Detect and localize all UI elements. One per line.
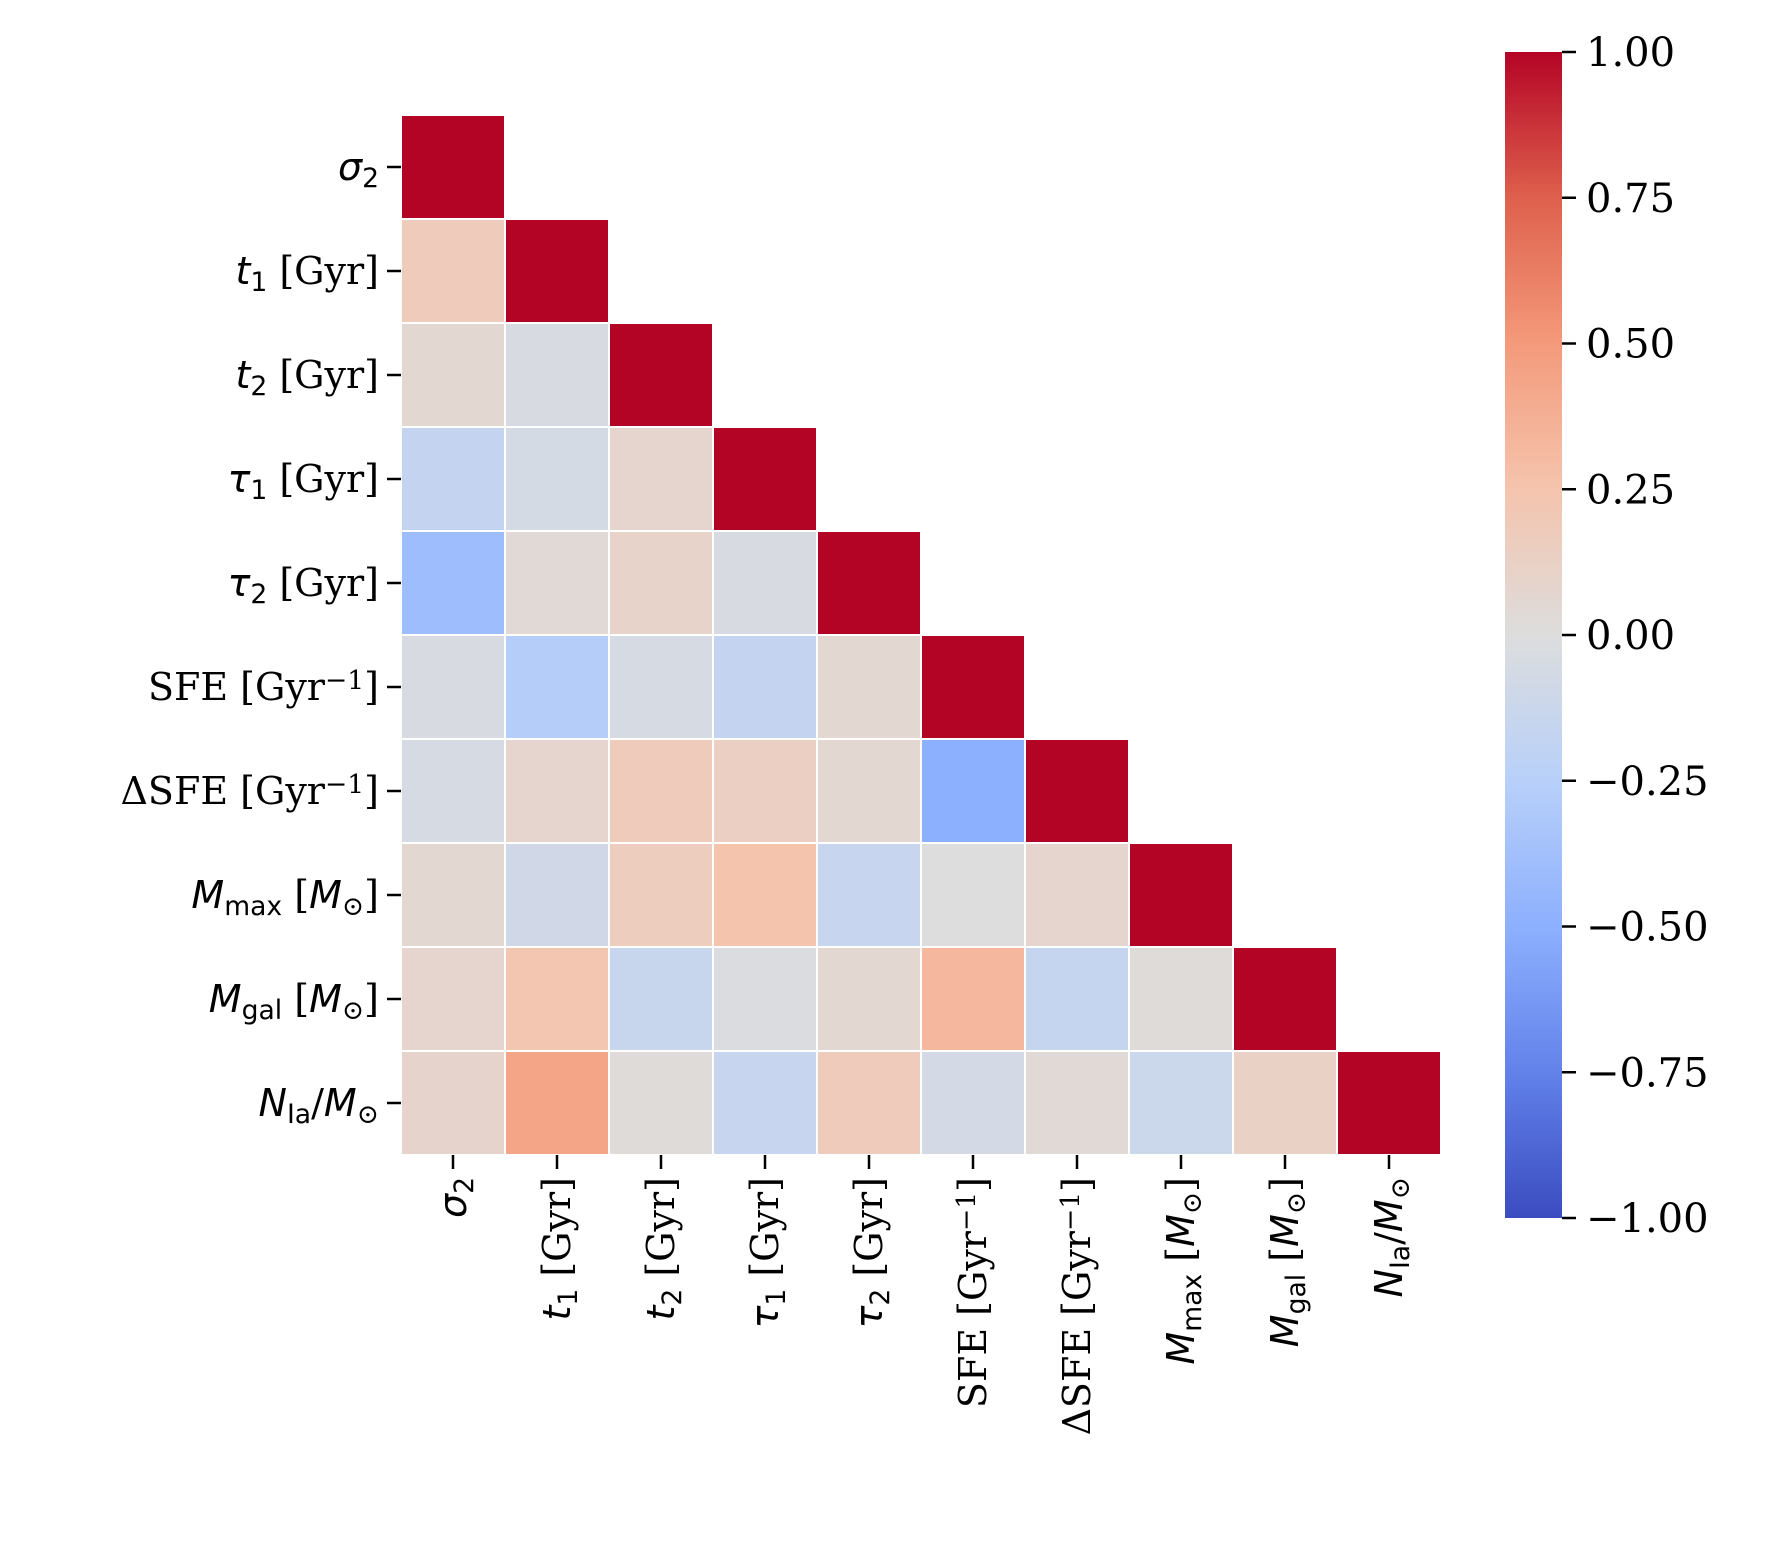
x-tick-label-0: σ2 <box>431 1177 480 1218</box>
heatmap-cell-8-1 <box>504 946 610 1052</box>
colorbar-tick-label-7: −0.75 <box>1586 1050 1709 1096</box>
heatmap-cell-7-0 <box>400 842 506 948</box>
colorbar-tick-label-3: 0.25 <box>1586 467 1675 513</box>
heatmap-cell-1-0 <box>400 218 506 324</box>
heatmap-cell-6-5 <box>920 738 1026 844</box>
heatmap-cell-7-1 <box>504 842 610 948</box>
heatmap-cell-5-0 <box>400 634 506 740</box>
heatmap-cell-2-1 <box>504 322 610 428</box>
heatmap-cell-3-2 <box>608 426 714 532</box>
x-tick-label-2: t2 [Gyr] <box>639 1177 688 1321</box>
heatmap-cell-5-4 <box>816 634 922 740</box>
x-tick-label-3: τ1 [Gyr] <box>743 1177 792 1329</box>
colorbar-tick-label-0: 1.00 <box>1586 30 1675 76</box>
heatmap-cell-9-3 <box>712 1050 818 1156</box>
y-tick-label-0: σ2 <box>338 145 379 194</box>
heatmap-cell-6-2 <box>608 738 714 844</box>
y-tick-label-2: t2 [Gyr] <box>235 353 379 402</box>
heatmap-cell-8-7 <box>1128 946 1234 1052</box>
heatmap-cell-3-3 <box>712 426 818 532</box>
y-tick-label-3: τ1 [Gyr] <box>227 457 379 506</box>
y-tick-label-4: τ2 [Gyr] <box>227 561 379 610</box>
heatmap-cell-4-4 <box>816 530 922 636</box>
heatmap-cell-3-0 <box>400 426 506 532</box>
x-tick-label-9: NIa/M⊙ <box>1367 1177 1416 1297</box>
heatmap-cell-8-8 <box>1232 946 1338 1052</box>
colorbar-tick-label-8: −1.00 <box>1586 1196 1709 1242</box>
heatmap-cell-7-2 <box>608 842 714 948</box>
heatmap-cell-5-1 <box>504 634 610 740</box>
heatmap-cell-7-6 <box>1024 842 1130 948</box>
x-tick-label-5: SFE [Gyr−1] <box>951 1177 995 1408</box>
heatmap-cell-2-0 <box>400 322 506 428</box>
heatmap-cell-6-6 <box>1024 738 1130 844</box>
heatmap-cell-9-4 <box>816 1050 922 1156</box>
heatmap-cell-0-0 <box>400 114 506 220</box>
colorbar-tick-label-5: −0.25 <box>1586 759 1709 805</box>
heatmap-cell-9-9 <box>1336 1050 1442 1156</box>
x-tick-label-1: t1 [Gyr] <box>535 1177 584 1321</box>
heatmap-cell-2-2 <box>608 322 714 428</box>
y-axis: σ2 t1 [Gyr] t2 [Gyr] τ1 [Gyr] τ2 [Gyr] SFE [G… <box>120 145 401 1130</box>
heatmap-cell-9-8 <box>1232 1050 1338 1156</box>
y-tick-label-1: t1 [Gyr] <box>235 249 379 298</box>
x-tick-label-7: Mmax [M⊙] <box>1159 1177 1208 1365</box>
y-tick-label-8: Mgal [M⊙] <box>209 977 379 1026</box>
heatmap-cell-4-0 <box>400 530 506 636</box>
colorbar: 1.00 0.75 0.50 0.25 0.00 −0.25 −0.50 −0.75 −1.00 <box>1505 30 1709 1242</box>
heatmap-cell-6-3 <box>712 738 818 844</box>
y-tick-label-9: NIa/M⊙ <box>259 1081 379 1130</box>
x-tick-label-8: Mgal [M⊙] <box>1263 1177 1312 1347</box>
heatmap-cell-6-0 <box>400 738 506 844</box>
colorbar-bar <box>1505 52 1562 1218</box>
y-tick-label-7: Mmax [M⊙] <box>191 873 379 922</box>
heatmap-cell-5-3 <box>712 634 818 740</box>
heatmap-cell-9-7 <box>1128 1050 1234 1156</box>
heatmap-cell-7-5 <box>920 842 1026 948</box>
heatmap-cell-7-4 <box>816 842 922 948</box>
heatmap-cell-9-2 <box>608 1050 714 1156</box>
colorbar-tick-label-4: 0.00 <box>1586 613 1675 659</box>
heatmap-cell-8-0 <box>400 946 506 1052</box>
heatmap-cell-3-1 <box>504 426 610 532</box>
heatmap-cell-4-3 <box>712 530 818 636</box>
heatmap-cell-8-3 <box>712 946 818 1052</box>
colorbar-tick-label-1: 0.75 <box>1586 176 1675 222</box>
heatmap-cell-5-5 <box>920 634 1026 740</box>
colorbar-tick-label-2: 0.50 <box>1586 322 1675 368</box>
heatmap-cell-7-3 <box>712 842 818 948</box>
heatmap-cell-9-6 <box>1024 1050 1130 1156</box>
heatmap-cell-1-1 <box>504 218 610 324</box>
heatmap-cell-4-2 <box>608 530 714 636</box>
x-tick-label-6: ΔSFE [Gyr−1] <box>1055 1177 1099 1436</box>
heatmap-cell-7-7 <box>1128 842 1234 948</box>
heatmap-cell-8-5 <box>920 946 1026 1052</box>
heatmap-cell-9-5 <box>920 1050 1026 1156</box>
heatmap-cell-6-4 <box>816 738 922 844</box>
heatmap-cell-9-1 <box>504 1050 610 1156</box>
heatmap-cell-8-6 <box>1024 946 1130 1052</box>
heatmap-cell-8-2 <box>608 946 714 1052</box>
colorbar-tick-label-6: −0.50 <box>1586 905 1709 951</box>
heatmap-cell-6-1 <box>504 738 610 844</box>
heatmap-cell-4-1 <box>504 530 610 636</box>
x-axis: σ2 t1 [Gyr] t2 [Gyr] τ1 [Gyr] τ2 [Gyr] SFE [G… <box>431 1155 1416 1436</box>
heatmap-cells <box>400 114 1442 1156</box>
x-tick-label-4: τ2 [Gyr] <box>847 1177 896 1329</box>
heatmap-cell-5-2 <box>608 634 714 740</box>
heatmap-cell-9-0 <box>400 1050 506 1156</box>
y-tick-label-5: SFE [Gyr−1] <box>148 665 379 709</box>
heatmap-cell-8-4 <box>816 946 922 1052</box>
y-tick-label-6: ΔSFE [Gyr−1] <box>120 769 379 813</box>
